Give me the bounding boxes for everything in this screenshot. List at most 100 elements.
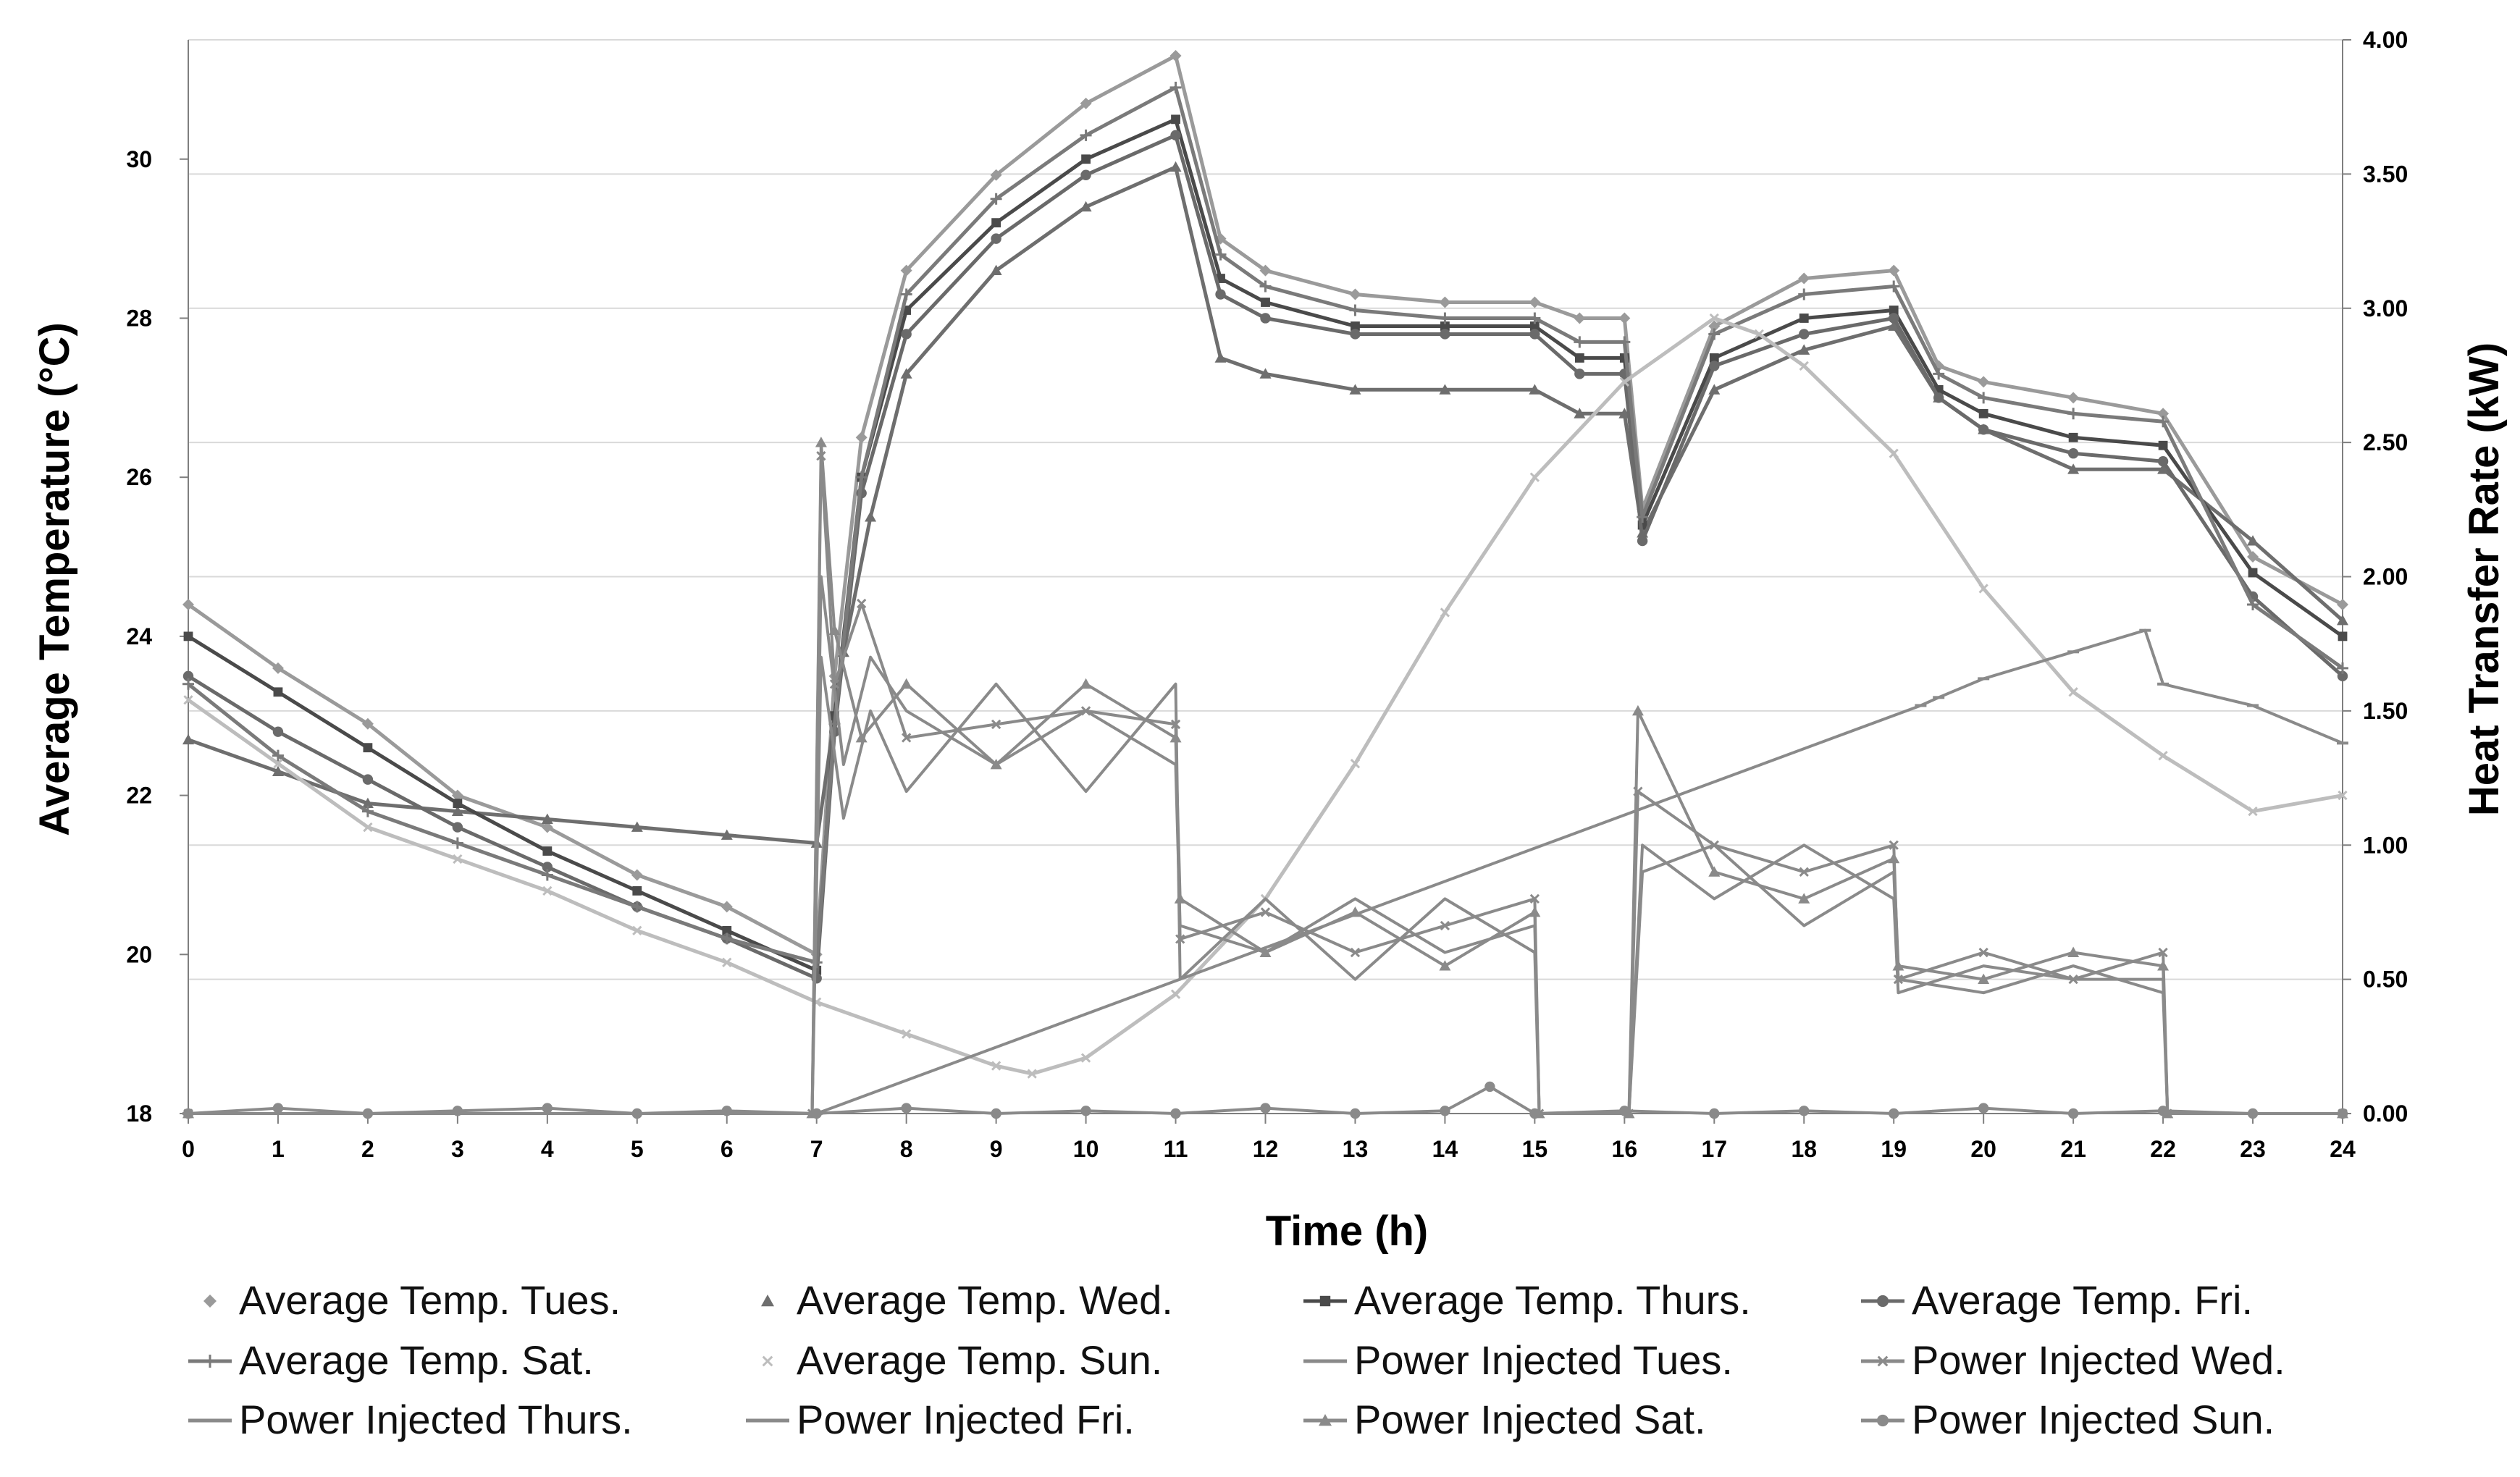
data-point <box>272 749 284 762</box>
x-tick-label: 8 <box>900 1136 913 1162</box>
data-point <box>1574 369 1585 379</box>
data-point <box>1349 906 1361 917</box>
data-point <box>272 662 284 674</box>
series-line <box>187 54 2344 956</box>
x-tick-label: 15 <box>1522 1136 1548 1162</box>
data-point <box>363 743 373 753</box>
data-point <box>1260 907 1271 917</box>
data-point <box>272 765 284 777</box>
data-point <box>900 678 912 689</box>
x-tick-label: 0 <box>182 1136 195 1162</box>
data-point <box>1978 392 1990 404</box>
data-point <box>2247 535 2259 546</box>
data-point <box>632 886 642 896</box>
data-point <box>1259 368 1272 379</box>
legend-item: Power Injected Sat. <box>1303 1397 1706 1442</box>
data-point <box>182 1108 194 1119</box>
data-point <box>1798 344 1810 355</box>
legend-item: Average Temp. Fri. <box>1861 1277 2253 1323</box>
data-point <box>1889 448 1899 458</box>
data-point <box>1529 384 1541 395</box>
legend-label: Power Injected Sun. <box>1912 1397 2275 1442</box>
data-point <box>1618 336 1631 348</box>
legend-label: Power Injected Wed. <box>1912 1337 2285 1383</box>
legend-swatch-marker <box>1876 1414 1889 1427</box>
legend-label: Power Injected Tues. <box>1354 1337 1733 1383</box>
data-point <box>1889 1108 1899 1119</box>
data-point <box>1260 313 1271 324</box>
data-point <box>453 854 463 864</box>
legend-item: Power Injected Tues. <box>1303 1337 1733 1383</box>
data-point <box>1888 852 1900 864</box>
legend-swatch-marker <box>762 1355 773 1367</box>
data-point <box>1080 169 1091 180</box>
y-right-tick-label: 0.00 <box>2363 1101 2408 1127</box>
data-point <box>1709 1108 1720 1119</box>
data-point <box>811 1108 822 1119</box>
legend-item: Average Temp. Sun. <box>762 1337 1162 1383</box>
data-point <box>1349 288 1361 300</box>
data-point <box>1933 696 1945 699</box>
data-point <box>1080 1106 1091 1116</box>
data-point <box>2248 806 2258 817</box>
legend-swatch-marker <box>203 1355 217 1368</box>
data-point <box>1484 1081 1495 1093</box>
data-point <box>2067 448 2079 459</box>
data-point <box>1261 298 1270 307</box>
data-point <box>1709 313 1719 324</box>
data-point <box>855 471 868 484</box>
legend-swatch-marker <box>1319 1360 1332 1363</box>
data-point <box>1027 1069 1037 1079</box>
series-line <box>187 316 2343 1076</box>
legend-label: Power Injected Thurs. <box>239 1397 633 1442</box>
data-point <box>855 432 868 444</box>
data-point <box>182 598 194 610</box>
y-left-tick-label: 20 <box>126 941 152 967</box>
data-point <box>1440 1106 1450 1116</box>
data-point <box>1439 960 1451 971</box>
series-layer <box>182 49 2348 1119</box>
series-line <box>188 454 2343 1115</box>
data-point <box>2158 947 2168 958</box>
data-point <box>2067 392 2080 404</box>
data-point <box>1889 306 1899 315</box>
legend-swatch-marker <box>1319 1295 1331 1307</box>
data-point <box>1215 289 1226 300</box>
data-point <box>1440 329 1450 340</box>
data-point <box>272 1103 284 1114</box>
data-point <box>990 759 1002 770</box>
data-point <box>900 368 912 379</box>
data-point <box>1529 906 1541 917</box>
data-point <box>2247 598 2259 610</box>
series-line <box>187 117 2344 972</box>
data-point <box>631 869 643 881</box>
data-point <box>1350 947 1361 958</box>
data-point <box>1799 361 1809 371</box>
data-point <box>1709 361 1720 371</box>
data-point <box>1529 312 1541 324</box>
data-point <box>722 925 732 935</box>
data-point <box>542 846 553 856</box>
data-point <box>990 264 1002 275</box>
x-tick-label: 24 <box>2330 1136 2356 1162</box>
data-point <box>1888 264 1900 277</box>
data-point <box>1637 511 1649 523</box>
data-point <box>991 719 1001 730</box>
x-tick-label: 3 <box>451 1136 464 1162</box>
data-point <box>1259 264 1272 277</box>
data-point <box>273 758 283 769</box>
series-3 <box>182 130 2348 984</box>
data-point <box>1619 376 1629 387</box>
data-point <box>721 901 733 913</box>
data-point <box>865 511 877 522</box>
data-point <box>1708 866 1721 877</box>
data-point <box>1169 731 1182 743</box>
data-point <box>361 805 374 817</box>
data-point <box>721 933 733 945</box>
data-point <box>1892 960 1904 971</box>
data-point <box>1259 280 1272 293</box>
data-point <box>1259 946 1272 957</box>
data-point <box>542 862 553 872</box>
x-tick-label: 13 <box>1343 1136 1369 1162</box>
